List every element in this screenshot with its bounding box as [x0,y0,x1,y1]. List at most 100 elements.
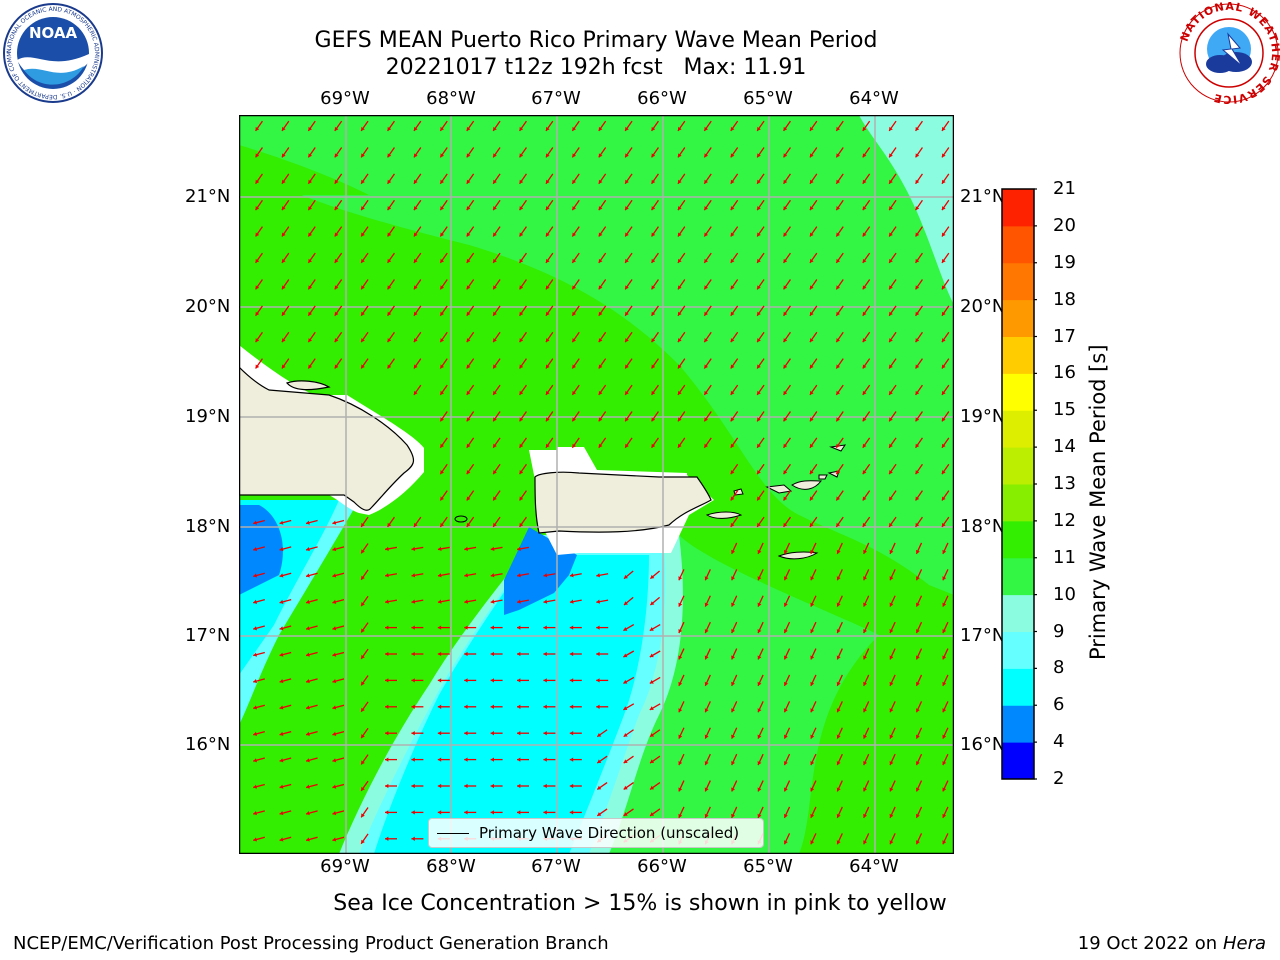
wave-direction-arrowhead [385,651,389,657]
wave-direction-arrowhead [731,602,736,607]
map-legend: Primary Wave Direction (unscaled) [428,818,764,848]
wave-direction-arrowhead [836,311,841,316]
colorbar-segment [1002,557,1034,596]
wave-direction-arrowhead [836,496,841,501]
wave-direction-arrowhead [677,311,682,316]
wave-direction-arrowhead [809,443,814,448]
wave-direction-arrowhead [731,734,736,739]
wave-direction-arrowhead [596,599,600,604]
colorbar-segment [1002,520,1034,559]
wave-direction-arrowhead [783,153,788,158]
wave-direction-arrowhead [783,338,788,343]
wave-direction-arrowhead [704,813,709,818]
wave-direction-arrowhead [281,338,286,343]
wave-direction-arrowhead [783,576,788,581]
wave-direction-arrowhead [809,496,814,501]
wave-direction-arrowhead [572,258,577,263]
wave-direction-arrowhead [332,573,337,578]
footer-host: Hera [1222,933,1266,954]
wave-direction-arrowhead [862,417,867,422]
colorbar-segment [1002,262,1034,301]
map-title-line1: GEFS MEAN Puerto Rico Primary Wave Mean … [314,28,878,53]
wave-direction-arrowhead [255,153,260,158]
wave-direction-arrowhead [466,232,471,237]
wave-direction-arrowhead [730,179,735,184]
wave-direction-arrowhead [678,602,683,607]
wave-direction-arrowhead [279,784,284,789]
wave-direction-arrowhead [623,785,628,790]
wave-direction-arrowhead [596,651,600,657]
wave-direction-arrowhead [863,708,868,713]
wave-direction-arrowhead [255,126,260,131]
sea-ice-note: Sea Ice Concentration > 15% is shown in … [333,891,947,916]
lon-label-bottom-69w: 69°W [320,856,370,877]
wave-direction-arrowhead [731,629,736,634]
wave-direction-arrowhead [306,573,310,578]
wave-direction-arrowhead [437,625,442,630]
wave-direction-arrowhead [440,179,445,184]
wave-direction-arrowhead [413,390,418,395]
wave-direction-arrowhead [440,338,445,343]
wave-direction-arrowhead [810,655,815,660]
wave-direction-arrowhead [466,390,471,395]
wave-direction-arrowhead [440,258,445,263]
wave-direction-arrowhead [437,573,442,578]
wave-direction-arrowhead [279,837,284,842]
wave-direction-arrowhead [623,627,628,631]
wave-direction-arrowhead [783,232,788,237]
wave-direction-arrowhead [941,390,946,395]
wave-direction-arrowhead [411,810,415,815]
wave-direction-arrowhead [545,443,550,448]
footer-date: 19 Oct 2022 on Hera [1078,933,1266,954]
wave-direction-arrowhead [730,232,735,237]
wave-direction-arrowhead [517,757,521,762]
wave-direction-arrowhead [519,443,524,448]
wave-direction-arrowhead [466,206,471,211]
wave-direction-arrowhead [519,417,524,422]
wave-direction-arrowhead [464,625,468,630]
wave-direction-arrowhead [650,574,655,579]
wave-direction-arrowhead [440,285,445,290]
wave-direction-arrowhead [519,364,524,369]
wave-direction-arrowhead [650,812,655,816]
wave-direction-arrowhead [387,179,392,184]
wave-direction-arrowhead [519,522,524,527]
wave-direction-arrowhead [440,311,445,316]
colorbar-tick-label: 10 [1053,583,1076,605]
wave-direction-arrowhead [836,206,841,211]
wave-direction-arrowhead [597,785,602,790]
wave-direction-arrowhead [757,576,762,581]
wave-direction-arrowhead [862,258,867,263]
wave-direction-arrowhead [651,232,656,237]
wave-direction-arrowhead [889,496,893,501]
wave-direction-arrowhead [730,390,735,395]
wave-direction-arrowhead [809,206,814,211]
wave-direction-arrowhead [757,708,762,713]
wave-direction-arrowhead [809,153,814,158]
wave-direction-arrowhead [598,126,603,131]
wave-direction-arrowhead [704,126,709,131]
wave-direction-arrowhead [519,179,524,184]
wave-direction-arrowhead [704,787,709,792]
wave-direction-arrowhead [863,734,868,739]
wave-direction-arrowhead [598,285,603,290]
wave-direction-arrowhead [730,311,735,316]
wave-direction-arrowhead [678,576,683,581]
wave-direction-arrowhead [306,784,310,789]
wave-direction-arrowhead [543,704,547,709]
lat-label-right-16n: 16°N [960,734,1006,755]
wave-direction-arrowhead [942,629,947,634]
wave-direction-arrowhead [757,390,761,395]
lon-label-bottom-66w: 66°W [637,856,687,877]
wave-direction-arrowhead [942,655,947,660]
wave-direction-arrowhead [306,811,310,816]
wave-direction-arrowhead [757,549,762,554]
colorbar-segment [1002,447,1034,485]
wave-direction-arrowhead [941,470,946,475]
colorbar-tick-label: 18 [1053,288,1076,310]
wave-direction-arrowhead [941,153,946,158]
wave-direction-arrowhead [889,629,894,634]
wave-direction-arrowhead [649,653,654,658]
wave-direction-arrowhead [915,153,920,158]
wave-direction-arrowhead [650,601,655,606]
